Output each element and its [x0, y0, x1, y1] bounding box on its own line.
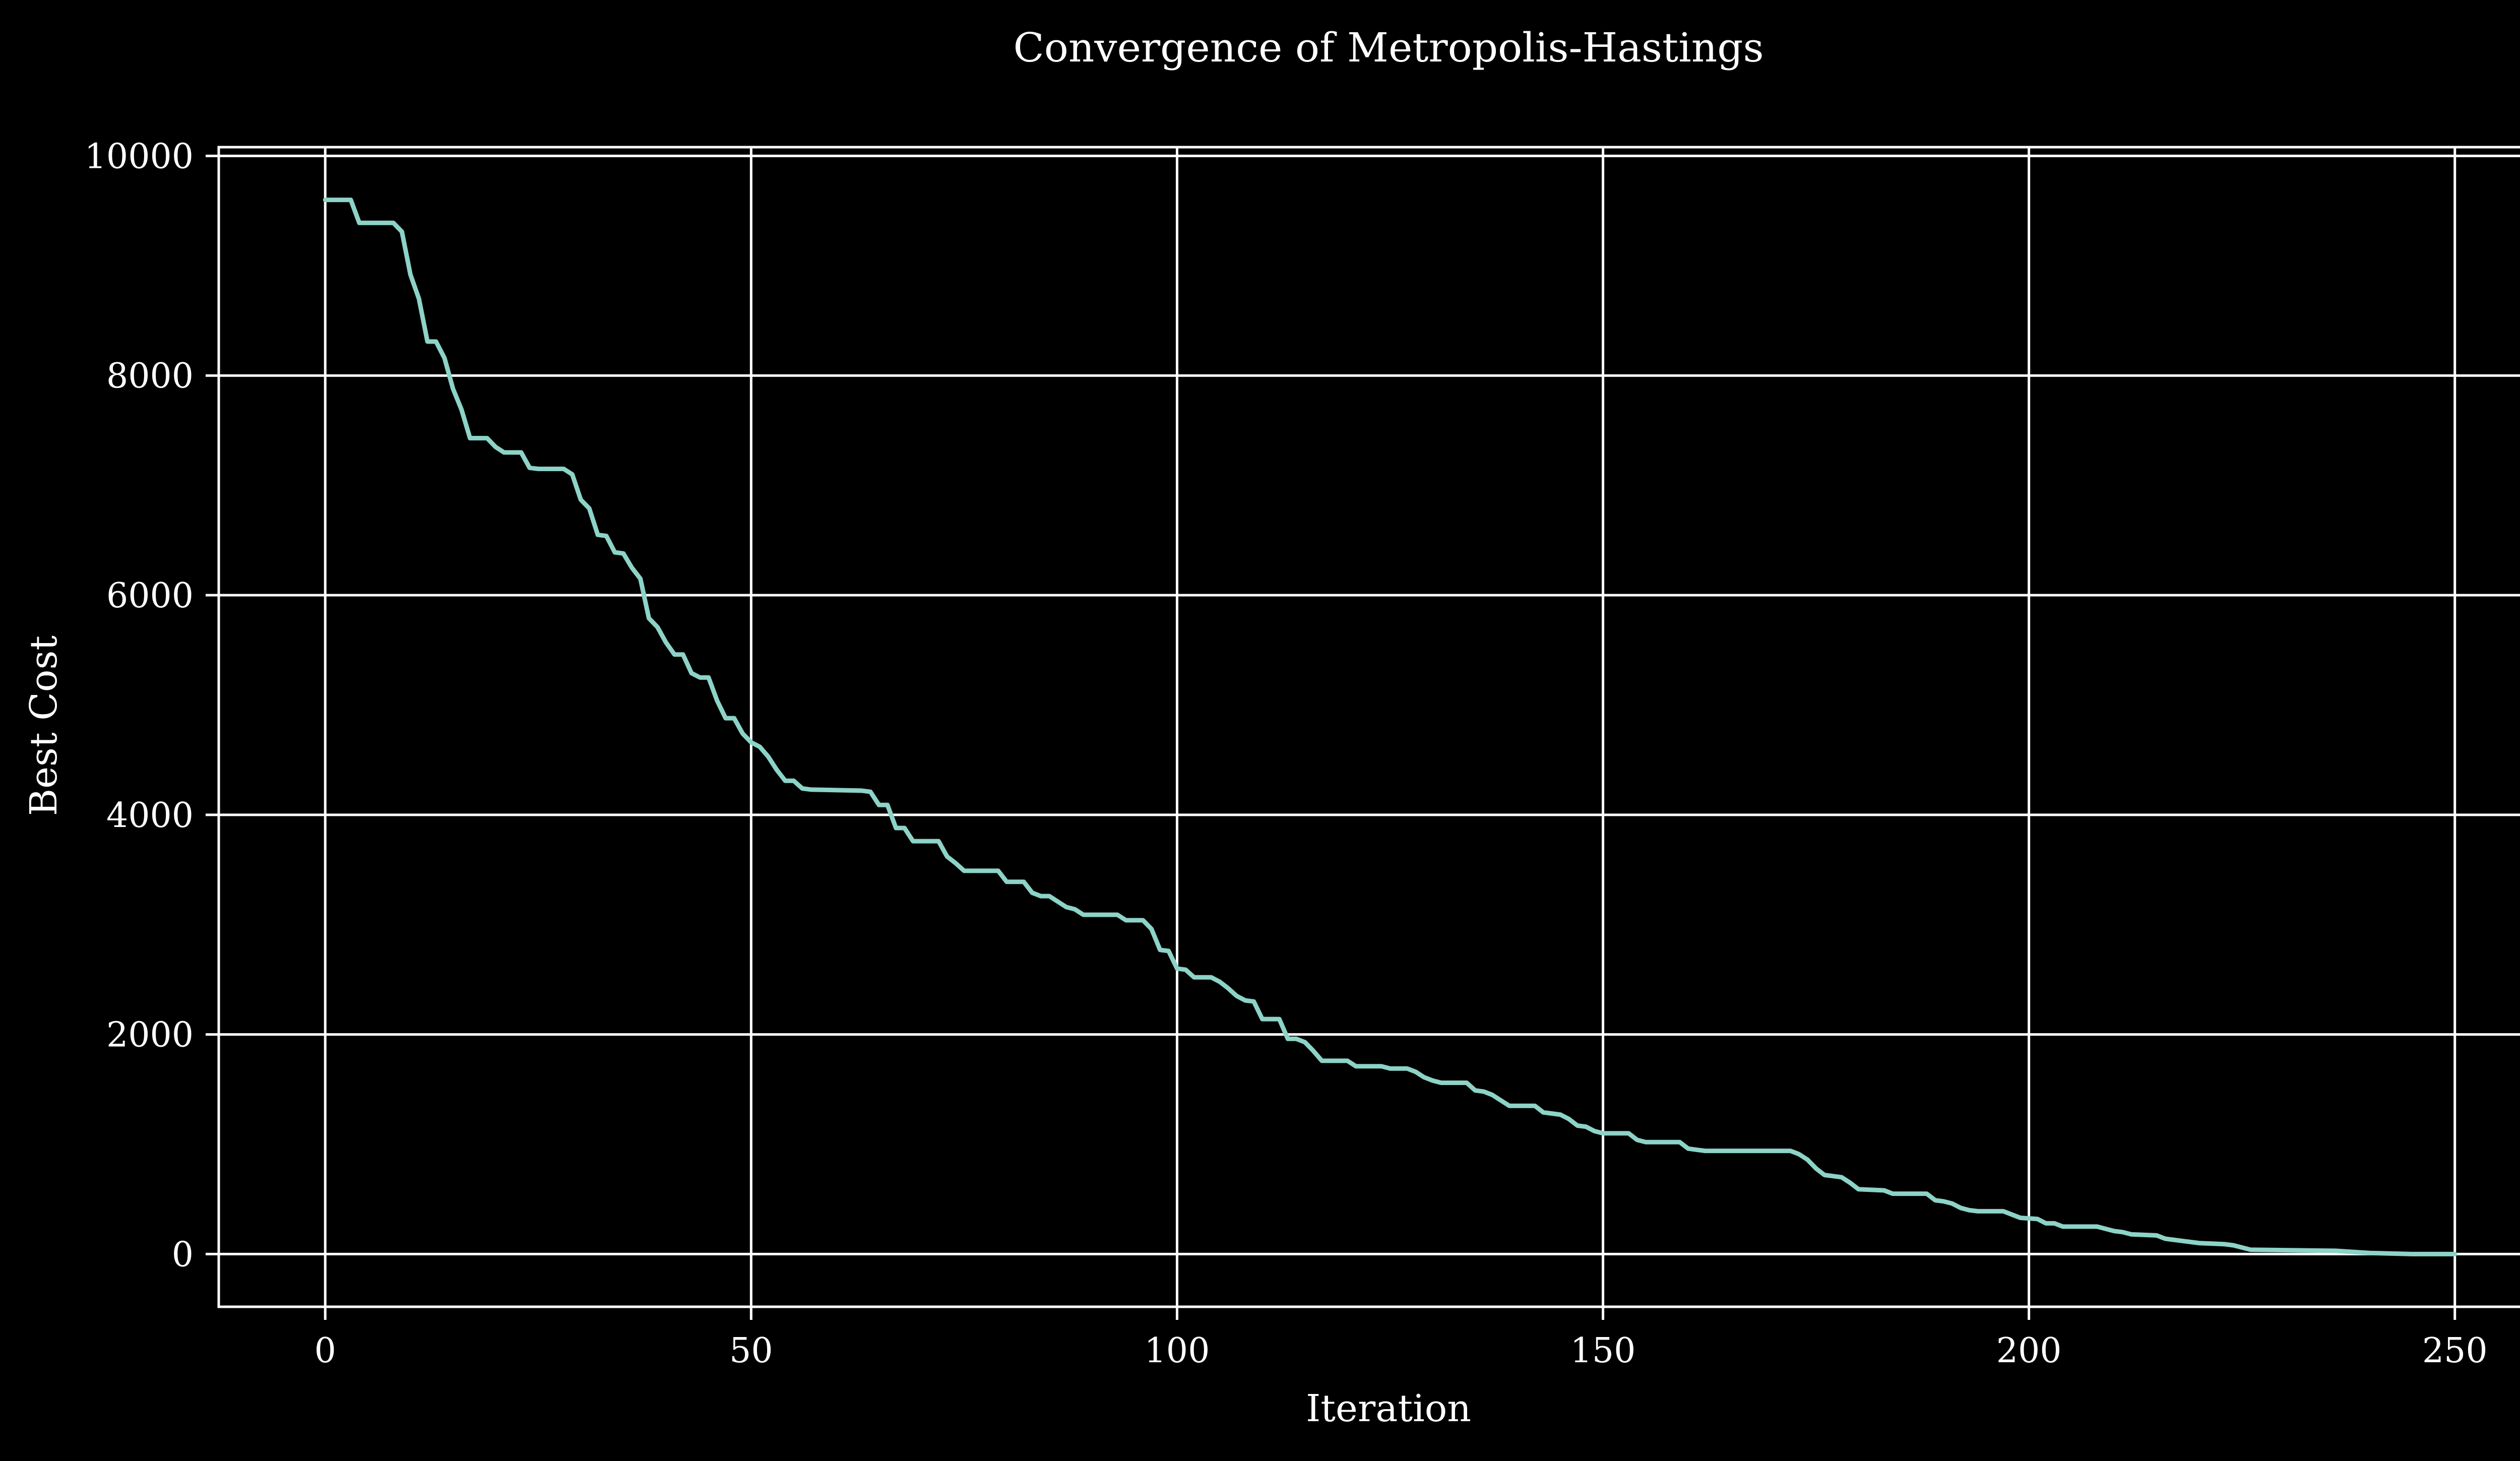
x-tick-label: 50	[729, 1331, 773, 1371]
y-tick-label: 8000	[106, 356, 194, 396]
tick-labels: 0 50 100 150 200 250 0 2000 4000 6000 8000 10000	[85, 137, 2488, 1371]
series-line	[323, 198, 2458, 1256]
y-axis-label: Best Cost	[22, 636, 66, 816]
x-tick-label: 250	[2422, 1331, 2488, 1371]
plot-frame	[217, 146, 2520, 1308]
x-tick-label: 200	[1996, 1331, 2062, 1371]
y-tick-label: 6000	[106, 576, 194, 616]
x-axis-label: Iteration	[1306, 1387, 1471, 1430]
x-tick-label: 0	[314, 1331, 336, 1371]
y-tick-label: 10000	[85, 137, 194, 176]
y-tick-label: 2000	[106, 1015, 194, 1055]
y-tick-label: 0	[172, 1235, 194, 1275]
x-tick-label: 100	[1145, 1331, 1210, 1371]
y-tick-label: 4000	[106, 796, 194, 836]
x-tick-label: 150	[1570, 1331, 1636, 1371]
grid-lines	[219, 147, 2520, 1307]
series-layer	[323, 198, 2458, 1256]
chart-title: Convergence of Metropolis-Hastings	[1013, 24, 1763, 71]
axes	[206, 146, 2520, 1320]
